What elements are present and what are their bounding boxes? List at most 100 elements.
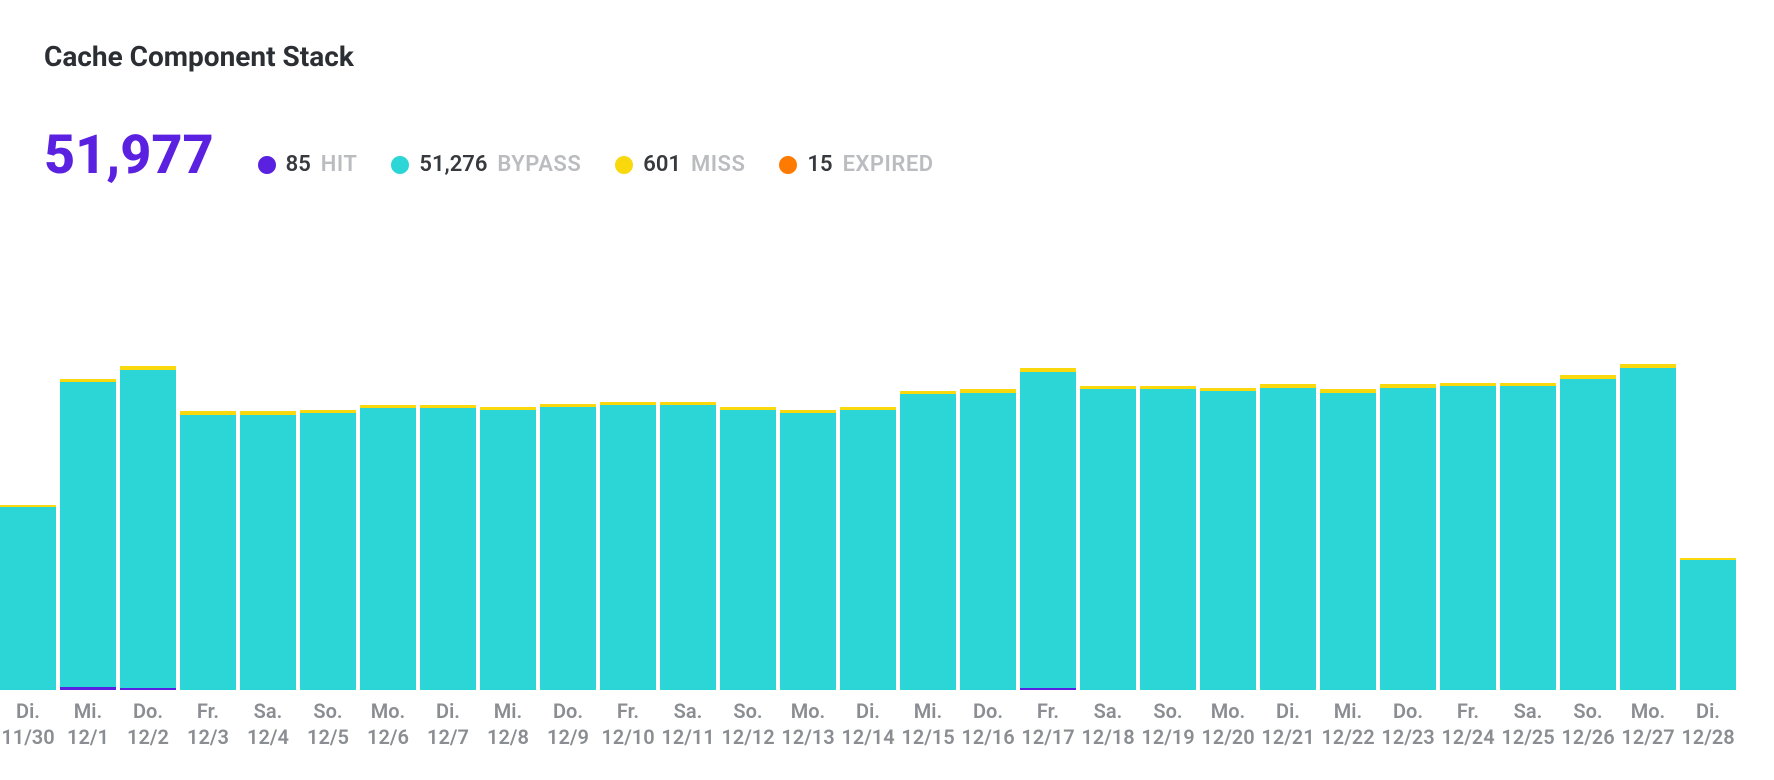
xaxis-date: 12/28 (1680, 724, 1736, 750)
bar-column[interactable] (840, 407, 896, 690)
legend-item[interactable]: 601MISS (615, 152, 745, 177)
xaxis-date: 12/9 (540, 724, 596, 750)
xaxis-label: Fr.12/17 (1020, 698, 1076, 750)
xaxis-dayofweek: Fr. (600, 698, 656, 724)
bar-segment-bypass (600, 405, 656, 690)
legend-value: 601 (643, 152, 681, 177)
panel-title: Cache Component Stack (44, 40, 1774, 73)
xaxis-label: Mo.12/20 (1200, 698, 1256, 750)
bar-column[interactable] (0, 505, 56, 690)
bar-segment-bypass (1440, 386, 1496, 690)
bar-segment-bypass (1500, 386, 1556, 690)
dashboard-panel: Cache Component Stack 51,977 85HIT 51,276… (0, 0, 1774, 780)
bar-column[interactable] (240, 411, 296, 690)
xaxis-date: 12/15 (900, 724, 956, 750)
bar-segment-bypass (1620, 368, 1676, 690)
bar-column[interactable] (600, 402, 656, 690)
xaxis-date: 12/14 (840, 724, 896, 750)
bar-column[interactable] (1260, 384, 1316, 690)
xaxis-label: Fr.12/10 (600, 698, 656, 750)
bar-column[interactable] (1500, 383, 1556, 690)
xaxis-date: 12/8 (480, 724, 536, 750)
bar-column[interactable] (780, 410, 836, 690)
bar-column[interactable] (1620, 364, 1676, 690)
xaxis-date: 12/6 (360, 724, 416, 750)
xaxis-dayofweek: Mi. (480, 698, 536, 724)
bar-segment-bypass (540, 407, 596, 690)
xaxis-date: 12/25 (1500, 724, 1556, 750)
xaxis-label: So.12/5 (300, 698, 356, 750)
xaxis-dayofweek: Mi. (900, 698, 956, 724)
legend-item[interactable]: 15EXPIRED (779, 152, 933, 177)
bar-column[interactable] (420, 405, 476, 690)
bar-column[interactable] (1380, 384, 1436, 690)
xaxis-label: Sa.12/11 (660, 698, 716, 750)
xaxis-label: Do.12/9 (540, 698, 596, 750)
bar-column[interactable] (120, 366, 176, 690)
legend-swatch-icon (779, 156, 797, 174)
xaxis-label: Mi.12/15 (900, 698, 956, 750)
bar-column[interactable] (1320, 389, 1376, 690)
xaxis-dayofweek: Fr. (1020, 698, 1076, 724)
legend-label: EXPIRED (843, 152, 934, 177)
bar-segment-bypass (1020, 372, 1076, 688)
xaxis-label: So.12/19 (1140, 698, 1196, 750)
xaxis-dayofweek: Mi. (1320, 698, 1376, 724)
bar-column[interactable] (660, 402, 716, 690)
xaxis-label: Do.12/16 (960, 698, 1016, 750)
bar-column[interactable] (1560, 375, 1616, 690)
xaxis-dayofweek: Mo. (1620, 698, 1676, 724)
bar-column[interactable] (180, 411, 236, 690)
bar-column[interactable] (1020, 368, 1076, 690)
xaxis-dayofweek: Fr. (180, 698, 236, 724)
xaxis-date: 12/11 (660, 724, 716, 750)
total-value: 51,977 (44, 129, 214, 183)
xaxis-label: So.12/12 (720, 698, 776, 750)
bar-column[interactable] (360, 405, 416, 690)
xaxis-dayofweek: Do. (960, 698, 1016, 724)
bar-column[interactable] (1440, 383, 1496, 690)
xaxis-date: 12/22 (1320, 724, 1376, 750)
bar-segment-bypass (1380, 388, 1436, 690)
xaxis-dayofweek: So. (300, 698, 356, 724)
xaxis-dayofweek: Di. (420, 698, 476, 724)
bar-segment-bypass (1320, 393, 1376, 690)
legend-item[interactable]: 85HIT (258, 152, 358, 177)
xaxis-dayofweek: Mo. (780, 698, 836, 724)
xaxis-label: Di.12/7 (420, 698, 476, 750)
bar-column[interactable] (300, 410, 356, 690)
bar-column[interactable] (960, 389, 1016, 690)
bar-column[interactable] (900, 391, 956, 690)
bar-segment-bypass (180, 415, 236, 690)
xaxis-date: 12/26 (1560, 724, 1616, 750)
xaxis-label: Do.12/2 (120, 698, 176, 750)
bar-segment-bypass (1560, 379, 1616, 690)
chart: Di.11/30Mi.12/1Do.12/2Fr.12/3Sa.12/4So.1… (0, 240, 1774, 780)
xaxis-label: Mi.12/1 (60, 698, 116, 750)
xaxis-date: 12/17 (1020, 724, 1076, 750)
bar-column[interactable] (1080, 386, 1136, 690)
xaxis-date: 12/1 (60, 724, 116, 750)
bar-segment-bypass (780, 413, 836, 690)
bar-column[interactable] (1200, 388, 1256, 690)
xaxis-dayofweek: Mi. (60, 698, 116, 724)
bar-segment-bypass (900, 394, 956, 690)
bar-column[interactable] (60, 379, 116, 690)
bar-column[interactable] (540, 404, 596, 690)
bar-segment-bypass (1680, 560, 1736, 690)
bar-column[interactable] (1680, 558, 1736, 690)
xaxis-dayofweek: Mo. (1200, 698, 1256, 724)
xaxis-dayofweek: Sa. (240, 698, 296, 724)
xaxis-dayofweek: Sa. (1080, 698, 1136, 724)
legend-item[interactable]: 51,276BYPASS (391, 152, 581, 177)
bar-column[interactable] (1140, 386, 1196, 690)
xaxis-date: 12/18 (1080, 724, 1136, 750)
xaxis-date: 12/3 (180, 724, 236, 750)
bar-column[interactable] (480, 407, 536, 690)
xaxis-label: Mo.12/13 (780, 698, 836, 750)
xaxis-date: 12/27 (1620, 724, 1676, 750)
xaxis-label: Mi.12/22 (1320, 698, 1376, 750)
bar-column[interactable] (720, 407, 776, 690)
xaxis-date: 12/16 (960, 724, 1016, 750)
xaxis-dayofweek: Sa. (660, 698, 716, 724)
